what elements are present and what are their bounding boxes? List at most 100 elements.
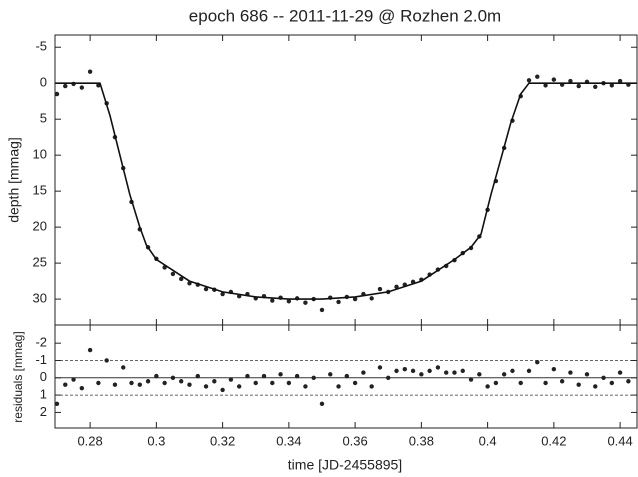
data-point (245, 373, 250, 379)
x-tick-label: 0.28 (77, 433, 102, 448)
data-point (617, 370, 623, 375)
data-point (352, 296, 358, 302)
data-point (303, 300, 308, 305)
y-tick-label: 20 (33, 219, 47, 234)
x-tick-label: 0.42 (541, 433, 566, 448)
data-point (121, 365, 126, 370)
data-point (286, 380, 292, 386)
data-point (261, 373, 267, 379)
data-point (535, 74, 540, 79)
data-point (278, 372, 283, 377)
data-point (501, 372, 507, 377)
y-tick-label: 0 (40, 369, 47, 384)
data-point (270, 380, 275, 386)
x-tick-label: 0.38 (409, 433, 434, 448)
x-tick-label: 0.32 (210, 433, 235, 448)
data-point (344, 373, 350, 379)
data-point (477, 372, 482, 377)
data-point (145, 379, 151, 384)
model-line (55, 82, 637, 300)
data-point (129, 380, 134, 386)
data-point (203, 286, 209, 292)
data-point (63, 83, 68, 89)
data-point (601, 375, 606, 380)
x-tick-label: 0.3 (147, 433, 165, 448)
plot-frame (54, 34, 638, 326)
data-point (402, 366, 407, 372)
y-tick-label: 5 (40, 111, 47, 126)
data-point (87, 347, 93, 353)
data-point (493, 380, 499, 386)
data-point (104, 358, 109, 363)
data-point (584, 372, 590, 377)
data-point (328, 372, 333, 377)
data-point (576, 382, 581, 387)
y-tick-label: -5 (35, 39, 47, 54)
data-point (568, 370, 573, 375)
data-point (79, 385, 85, 391)
y-tick-label: 15 (33, 183, 47, 198)
data-point (71, 377, 76, 382)
data-point (270, 298, 275, 303)
data-point (220, 291, 225, 297)
x-axis-label: time [JD-2455895] (288, 457, 402, 473)
data-point (369, 296, 374, 301)
data-point (386, 375, 391, 380)
data-point (162, 380, 167, 386)
y-tick-label: 0 (40, 75, 47, 90)
data-point (220, 387, 225, 393)
data-point (79, 85, 85, 90)
data-point (195, 373, 200, 379)
data-point (559, 379, 565, 384)
data-point (96, 380, 101, 386)
data-point (626, 379, 631, 384)
plot-frame (54, 324, 638, 429)
data-point (170, 271, 176, 277)
data-point (410, 368, 416, 374)
data-point (137, 382, 142, 387)
data-point (617, 78, 623, 84)
data-point (319, 307, 325, 313)
data-point (154, 373, 159, 379)
data-point (369, 384, 374, 389)
data-point (236, 384, 242, 389)
data-point (303, 384, 308, 389)
data-point (170, 375, 176, 380)
data-point (518, 380, 523, 386)
chart-title: epoch 686 -- 2011-11-29 @ Rozhen 2.0m (189, 6, 501, 25)
data-point (526, 78, 532, 83)
data-point (444, 370, 449, 375)
y-axis-label: depth [mmag] (6, 137, 22, 223)
data-point (361, 370, 366, 375)
data-point (112, 382, 118, 387)
data-point (96, 83, 101, 88)
data-point (609, 380, 615, 386)
data-point (228, 377, 234, 382)
data-point (377, 286, 383, 292)
y-tick-label: 25 (33, 255, 47, 270)
y-tick-label: 10 (33, 147, 47, 162)
data-point (510, 368, 515, 374)
x-tick-label: 0.44 (607, 433, 632, 448)
data-point (336, 384, 341, 389)
y-tick-label: -1 (35, 352, 47, 367)
data-point (179, 379, 184, 384)
data-point (526, 368, 532, 374)
data-point (212, 379, 217, 384)
data-point (593, 384, 598, 389)
y-tick-label: 2 (40, 404, 47, 419)
data-point (319, 401, 325, 406)
data-point (551, 77, 557, 82)
y-tick-label: -2 (35, 335, 47, 350)
data-point (460, 368, 465, 374)
data-point (203, 384, 209, 389)
data-point (286, 299, 292, 304)
data-point (394, 284, 399, 290)
data-point (576, 83, 581, 89)
y-tick-label: 1 (40, 387, 47, 402)
data-point (485, 384, 490, 389)
data-point (427, 368, 432, 374)
data-point (87, 69, 93, 74)
